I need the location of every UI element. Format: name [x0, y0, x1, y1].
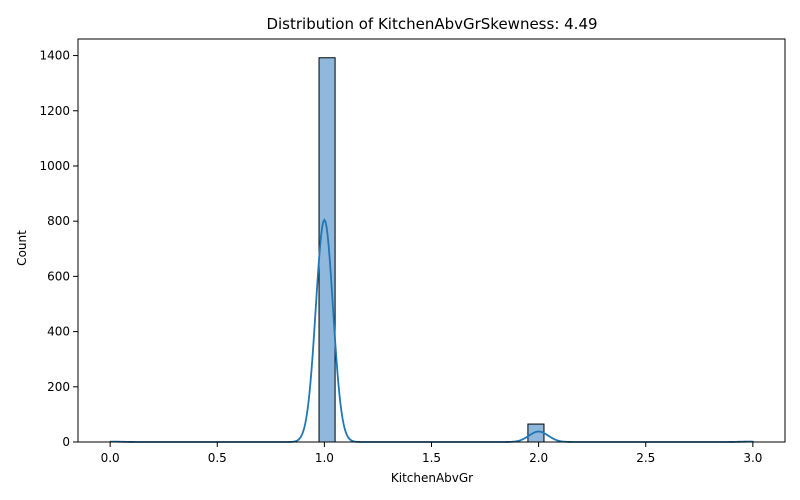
y-tick-label: 600: [47, 269, 70, 283]
x-tick-label: 2.5: [636, 451, 655, 465]
x-tick-label: 1.0: [315, 451, 334, 465]
axes-layer: [77, 38, 786, 443]
kde-line: [110, 218, 753, 443]
y-tick-label: 400: [47, 325, 70, 339]
kde-layer: [110, 218, 753, 443]
histogram-bar-1: [318, 57, 336, 443]
x-tick-label: 3.0: [743, 451, 762, 465]
x-tick-label: 0.5: [208, 451, 227, 465]
histogram-bar-2: [527, 423, 545, 443]
y-axis-label: Count: [15, 230, 29, 266]
y-tick-label: 1200: [39, 104, 70, 118]
y-tick-label: 0: [62, 435, 70, 449]
chart-title: Distribution of KitchenAbvGrSkewness: 4.…: [266, 15, 597, 33]
x-axis-label: KitchenAbvGr: [391, 471, 473, 485]
x-ticks: 0.0 0.5 1.0 1.5 2.0 2.5 3.0: [101, 442, 762, 465]
y-tick-label: 200: [47, 380, 70, 394]
y-ticks: 0 200 400 600 800 1000 1200 1400: [39, 49, 78, 449]
x-tick-label: 0.0: [101, 451, 120, 465]
y-tick-label: 1400: [39, 49, 70, 63]
y-tick-label: 800: [47, 214, 70, 228]
x-tick-label: 1.5: [422, 451, 441, 465]
bars-layer: [109, 57, 754, 443]
plot-frame: [77, 38, 786, 443]
y-tick-label: 1000: [39, 159, 70, 173]
x-tick-label: 2.0: [529, 451, 548, 465]
